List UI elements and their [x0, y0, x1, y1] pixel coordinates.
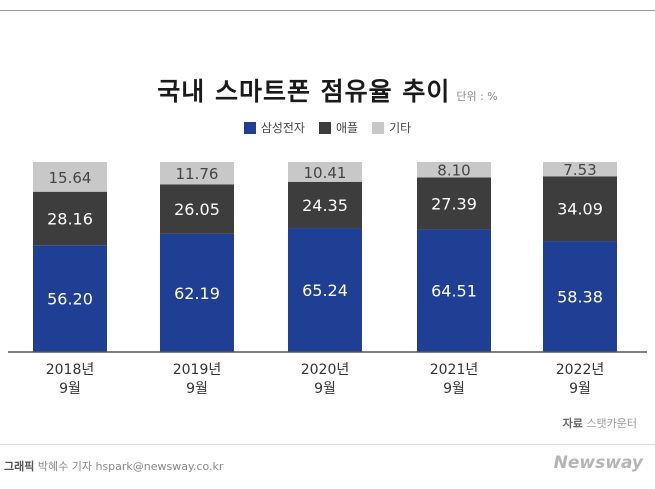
legend-swatch-apple	[318, 121, 331, 134]
bar-samsung-3	[417, 229, 491, 352]
chart-title: 국내 스마트폰 점유율 추이	[157, 77, 451, 106]
data-label-samsung-4: 58.38	[557, 288, 603, 307]
data-label-apple-3: 27.39	[431, 194, 477, 213]
data-label-samsung-2: 65.24	[302, 281, 348, 300]
footer-rule	[0, 444, 655, 445]
credit-line: 그래픽 박혜수 기자 hspark@newsway.co.kr	[4, 458, 223, 474]
bar-apple-3	[417, 177, 491, 230]
bar-apple-0	[33, 191, 107, 246]
data-label-others-0: 15.64	[49, 169, 92, 187]
data-label-others-3: 8.10	[437, 162, 470, 180]
bar-others-1	[160, 162, 234, 185]
data-label-apple-4: 34.09	[557, 200, 603, 219]
brand-logo: Newsway	[553, 453, 643, 473]
source-label: 자료	[562, 417, 583, 430]
bar-others-4	[543, 162, 617, 177]
data-label-others-2: 10.41	[304, 164, 347, 182]
legend-swatch-others	[372, 121, 385, 134]
x-tick-label-0-1: 9월	[59, 381, 81, 397]
x-tick-label-1-1: 9월	[186, 381, 208, 397]
bar-others-2	[288, 162, 362, 182]
bar-apple-1	[160, 184, 234, 234]
x-tick-label-1-0: 2019년	[173, 362, 222, 378]
chart-title-block: 국내 스마트폰 점유율 추이 단위 : %	[0, 72, 655, 108]
top-rule	[0, 10, 655, 11]
x-tick-label-2-1: 9월	[314, 381, 336, 397]
credit-text: 박혜수 기자 hspark@newsway.co.kr	[37, 460, 224, 473]
x-tick-label-4-1: 9월	[569, 381, 591, 397]
bar-others-3	[417, 162, 491, 178]
legend-label-samsung: 삼성전자	[260, 121, 305, 135]
data-label-others-4: 7.53	[563, 161, 596, 179]
x-tick-label-4-0: 2022년	[556, 362, 605, 378]
data-label-samsung-0: 56.20	[47, 290, 93, 309]
credit-label: 그래픽	[4, 460, 35, 473]
legend-item-apple: 애플	[318, 119, 359, 136]
bar-apple-4	[543, 176, 617, 242]
data-label-apple-1: 26.05	[174, 200, 220, 219]
data-label-samsung-1: 62.19	[174, 284, 220, 303]
bar-samsung-1	[160, 233, 234, 352]
legend-swatch-samsung	[243, 121, 256, 134]
bar-samsung-2	[288, 228, 362, 352]
x-tick-label-0-0: 2018년	[46, 362, 95, 378]
data-label-apple-2: 24.35	[302, 196, 348, 215]
bar-samsung-0	[33, 245, 107, 352]
legend-label-apple: 애플	[335, 121, 359, 135]
data-label-apple-0: 28.16	[47, 209, 93, 228]
legend-item-samsung: 삼성전자	[243, 119, 305, 136]
unit-label: 단위 : %	[456, 90, 498, 103]
x-tick-label-3-1: 9월	[443, 381, 465, 397]
data-label-samsung-3: 64.51	[431, 282, 477, 301]
source-text: 스탯카운터	[586, 417, 637, 430]
x-tick-label-2-0: 2020년	[301, 362, 350, 378]
bar-apple-2	[288, 181, 362, 229]
data-label-others-1: 11.76	[176, 165, 219, 183]
legend-item-others: 기타	[372, 119, 411, 136]
source-note: 자료 스탯카운터	[563, 415, 637, 431]
bar-others-0	[33, 162, 107, 192]
legend: 삼성전자 애플 기타	[0, 119, 655, 136]
bar-samsung-4	[543, 241, 617, 352]
x-tick-label-3-0: 2021년	[430, 362, 479, 378]
legend-label-others: 기타	[389, 121, 412, 135]
